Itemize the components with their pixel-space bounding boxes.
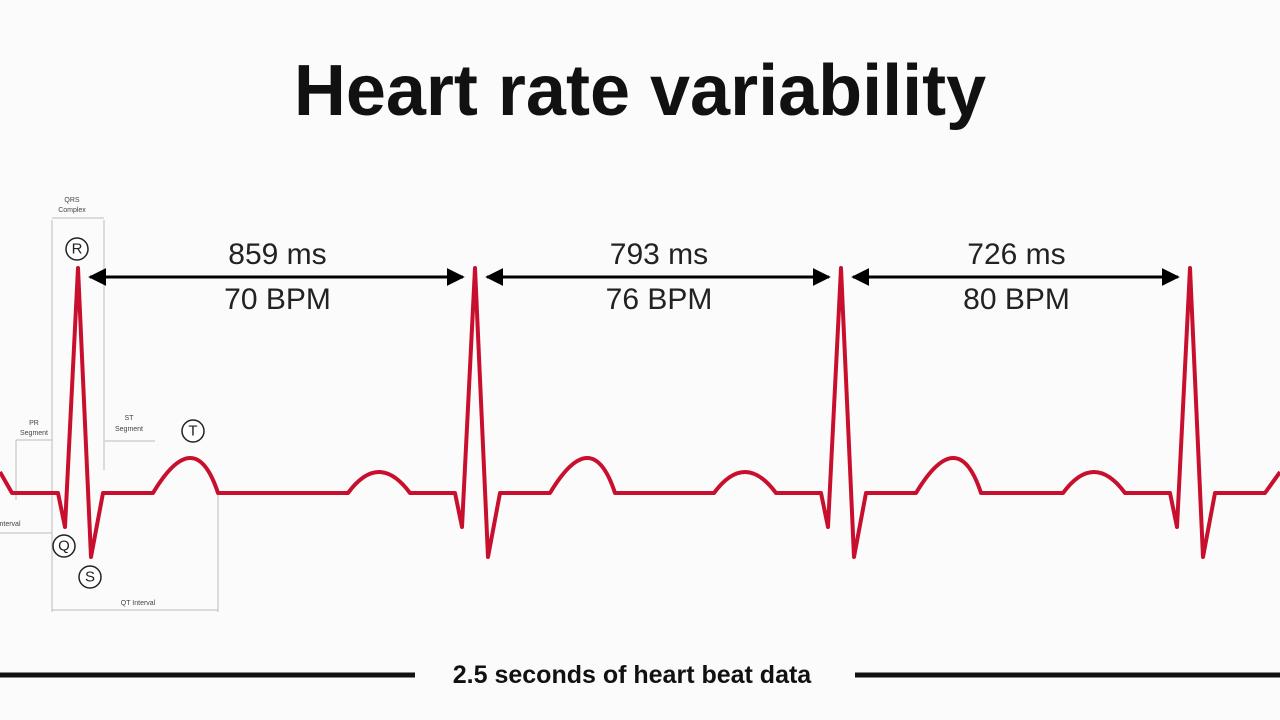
wave-marker [181, 419, 205, 443]
wave-label: S [85, 569, 95, 586]
footer: 2.5 seconds of heart beat data [453, 661, 813, 689]
wave-label: Q [58, 538, 70, 555]
wave-marker [52, 534, 76, 558]
wave-label: T [188, 423, 197, 440]
annotation: QRS [64, 197, 80, 204]
annotation: Complex [58, 207, 86, 214]
ecg-trace [0, 266, 1280, 559]
annotation: PR [29, 420, 39, 427]
wave-marker [78, 565, 102, 589]
title: Heart rate variability [294, 51, 986, 131]
intervals: 859 ms 70 BPM 793 ms 76 BPM 726 ms 80 BPM [88, 238, 1180, 316]
annotation: nterval [0, 521, 21, 528]
interval-duration: 859 ms [228, 238, 326, 271]
interval-duration: 726 ms [967, 238, 1065, 271]
interval-rate: 76 BPM [606, 283, 713, 316]
interval-rate: 70 BPM [224, 283, 331, 316]
interval-duration: 793 ms [610, 238, 708, 271]
interval-rate: 80 BPM [963, 283, 1070, 316]
wave-label: R [72, 241, 83, 258]
annotation: ST [125, 415, 135, 422]
wave-marker [65, 237, 89, 261]
annotation: Segment [20, 430, 48, 437]
annotation: QT Interval [121, 600, 156, 607]
annotation: Segment [115, 426, 143, 433]
annotation-bracket [0, 217, 219, 612]
